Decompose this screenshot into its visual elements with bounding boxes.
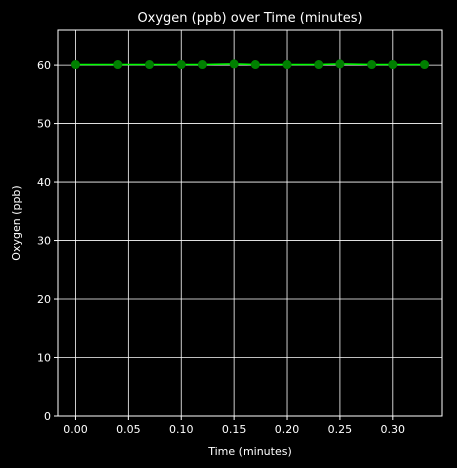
data-point — [229, 59, 239, 69]
x-tick-label: 0.00 — [63, 423, 88, 436]
x-tick-label: 0.15 — [222, 423, 247, 436]
x-tick-label: 0.10 — [169, 423, 194, 436]
x-tick-label: 0.30 — [381, 423, 406, 436]
x-axis-label: Time (minutes) — [207, 445, 292, 458]
data-point — [420, 60, 430, 70]
data-point — [70, 60, 80, 70]
data-point — [367, 60, 377, 70]
data-point — [113, 60, 123, 70]
y-axis-label: Oxygen (ppb) — [10, 185, 23, 260]
ticks: 0.00 0.05 0.10 0.15 0.20 0.25 0.30 0 10 20 30 40 50 6… — [37, 59, 405, 436]
y-tick-label: 50 — [37, 118, 51, 131]
y-tick-label: 20 — [37, 293, 51, 306]
x-tick-label: 0.05 — [116, 423, 141, 436]
plot-frame — [57, 29, 443, 417]
data-point — [145, 60, 155, 70]
data-point — [282, 60, 292, 70]
y-tick-label: 10 — [37, 352, 51, 365]
data-point — [250, 60, 260, 70]
axes — [57, 29, 443, 417]
y-tick-label: 40 — [37, 176, 51, 189]
data-point — [314, 60, 324, 70]
data-point — [335, 59, 345, 69]
y-tick-label: 30 — [37, 235, 51, 248]
series — [70, 59, 430, 70]
data-point — [197, 60, 207, 70]
data-point — [176, 60, 186, 70]
x-tick-label: 0.20 — [275, 423, 300, 436]
data-point — [388, 60, 398, 70]
chart-title: Oxygen (ppb) over Time (minutes) — [137, 11, 362, 26]
y-tick-label: 60 — [37, 59, 51, 72]
y-tick-label: 0 — [44, 410, 51, 423]
x-tick-label: 0.25 — [328, 423, 353, 436]
